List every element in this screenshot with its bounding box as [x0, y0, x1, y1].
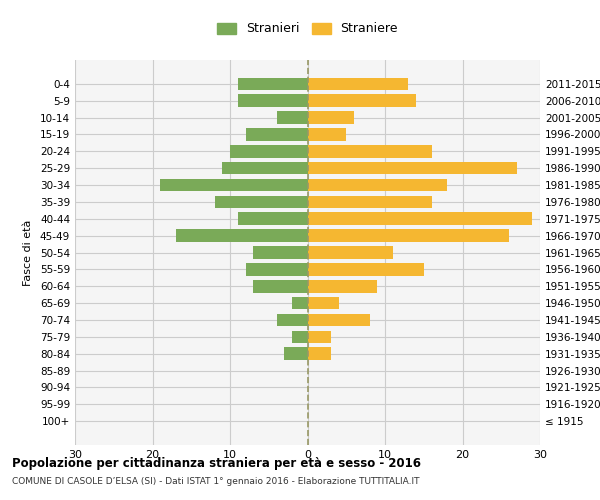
- Bar: [308, 330, 331, 343]
- Bar: [238, 78, 308, 90]
- Bar: [238, 94, 308, 107]
- Bar: [308, 230, 509, 242]
- Bar: [292, 297, 308, 310]
- Bar: [308, 348, 331, 360]
- Bar: [308, 196, 431, 208]
- Bar: [308, 246, 393, 259]
- Bar: [176, 230, 308, 242]
- Bar: [245, 263, 308, 276]
- Bar: [230, 145, 308, 158]
- Bar: [253, 246, 308, 259]
- Bar: [308, 212, 532, 225]
- Text: Popolazione per cittadinanza straniera per età e sesso - 2016: Popolazione per cittadinanza straniera p…: [12, 458, 421, 470]
- Legend: Stranieri, Straniere: Stranieri, Straniere: [211, 16, 404, 42]
- Bar: [308, 297, 338, 310]
- Bar: [238, 212, 308, 225]
- Bar: [308, 78, 408, 90]
- Bar: [277, 111, 308, 124]
- Bar: [292, 330, 308, 343]
- Bar: [253, 280, 308, 292]
- Bar: [308, 263, 424, 276]
- Bar: [308, 162, 517, 174]
- Bar: [308, 94, 416, 107]
- Text: COMUNE DI CASOLE D’ELSA (SI) - Dati ISTAT 1° gennaio 2016 - Elaborazione TUTTITA: COMUNE DI CASOLE D’ELSA (SI) - Dati ISTA…: [12, 478, 419, 486]
- Bar: [215, 196, 308, 208]
- Bar: [277, 314, 308, 326]
- Bar: [308, 111, 354, 124]
- Y-axis label: Fasce di età: Fasce di età: [23, 220, 33, 286]
- Bar: [308, 178, 447, 192]
- Bar: [308, 314, 370, 326]
- Bar: [245, 128, 308, 141]
- Bar: [308, 145, 431, 158]
- Bar: [222, 162, 308, 174]
- Bar: [284, 348, 308, 360]
- Bar: [160, 178, 308, 192]
- Bar: [308, 128, 346, 141]
- Bar: [308, 280, 377, 292]
